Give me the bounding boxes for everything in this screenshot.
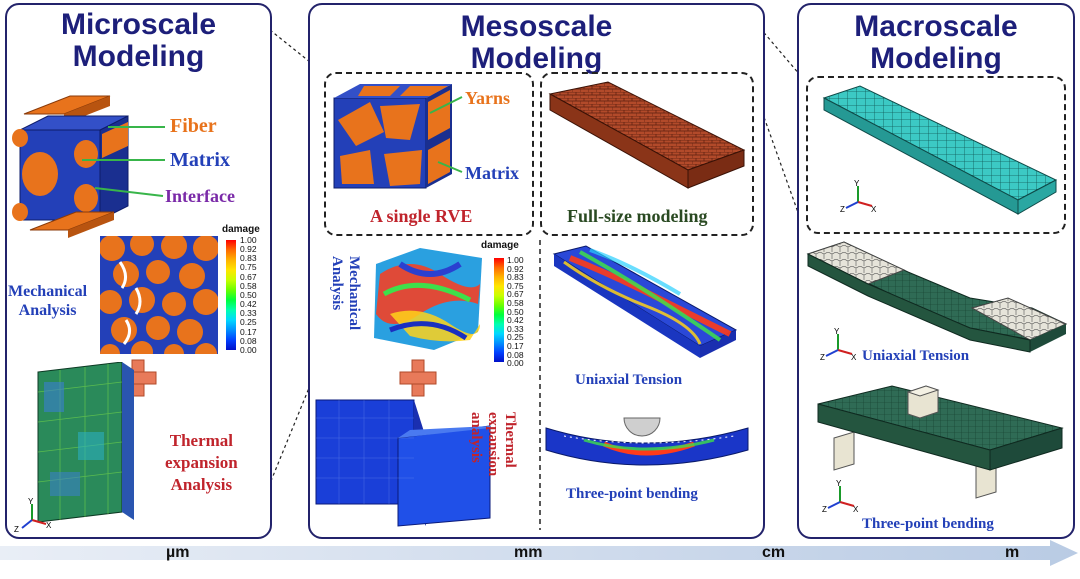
- fiber-label: Fiber: [170, 115, 217, 137]
- svg-text:Y: Y: [854, 179, 860, 188]
- meso-plus-icon: [399, 359, 437, 397]
- scale-label-cm: cm: [762, 544, 786, 561]
- meso-thermal-model: [315, 399, 491, 527]
- svg-text:X: X: [46, 521, 52, 530]
- meso-separator-line: [539, 240, 541, 530]
- meso-three-point-label: Three-point bending: [566, 486, 698, 502]
- svg-text:Y: Y: [834, 327, 840, 336]
- macro-coupon-box: [806, 76, 1066, 234]
- full-size-box: [540, 72, 754, 236]
- svg-text:Z: Z: [820, 353, 825, 362]
- meso-rve-label-arrows: [429, 96, 463, 173]
- micro-label-arrows: [82, 126, 165, 197]
- scale-arrow: [0, 540, 1078, 566]
- micro-axes-icon: Y X Z: [14, 498, 52, 534]
- svg-text:X: X: [853, 505, 859, 514]
- macroscale-title: Macroscale Modeling: [854, 10, 1018, 75]
- macro-coupon-model: [822, 85, 1058, 215]
- meso-thermal-label: Thermal expansion analysis: [468, 412, 518, 477]
- meso-bending-model: [545, 417, 749, 466]
- micro-colorbar-title: damage: [222, 224, 260, 235]
- meso-rve-model: [333, 84, 452, 189]
- microscale-title: Microscale Modeling: [60, 8, 217, 73]
- svg-text:Y: Y: [836, 479, 842, 488]
- macro-uniaxial-model: [806, 241, 1068, 353]
- meso-mechanical-label: Mechanical Analysis: [329, 256, 362, 331]
- mesoscale-title: Mesoscale Modeling: [460, 10, 613, 75]
- micro-thermal-model: [37, 362, 134, 523]
- meso-uniaxial-model: [552, 245, 738, 358]
- micro-damage-map: [100, 236, 218, 354]
- scale-label-mm: mm: [514, 544, 543, 561]
- svg-text:Z: Z: [14, 525, 19, 534]
- macro-uniaxial-label: Uniaxial Tension: [862, 348, 970, 364]
- macro-three-point-label: Three-point bending: [862, 516, 994, 532]
- yarns-label: Yarns: [465, 88, 511, 108]
- full-size-model: [548, 81, 746, 189]
- svg-text:Z: Z: [840, 205, 845, 214]
- svg-text:X: X: [851, 353, 857, 362]
- meso-colorbar-ticks: 1.00 0.92 0.83 0.75 0.67 0.58 0.50 0.42 0.33 0.25…: [507, 255, 524, 369]
- interface-label: Interface: [165, 186, 235, 206]
- meso-uniaxial-label: Uniaxial Tension: [575, 372, 683, 388]
- micro-mechanical-label: Mechanical Analysis: [8, 283, 88, 319]
- svg-text:Y: Y: [28, 498, 34, 506]
- meso-matrix-label: Matrix: [465, 163, 519, 183]
- meso-colorbar-title: damage: [481, 240, 519, 251]
- macro-axes-icon-1: Y X Z: [840, 179, 877, 214]
- svg-text:X: X: [871, 205, 877, 214]
- scale-label-um: µm: [166, 544, 190, 561]
- single-rve-box: [324, 72, 534, 236]
- micro-thermal-label: Thermal expansion Analysis: [165, 431, 238, 494]
- macro-axes-icon-3: Y X Z: [822, 479, 859, 514]
- meso-colorbar: [494, 258, 504, 362]
- full-size-label: Full-size modeling: [567, 206, 708, 226]
- scale-label-m: m: [1005, 544, 1020, 561]
- svg-text:Z: Z: [822, 505, 827, 514]
- micro-rve-model: [12, 95, 129, 238]
- matrix-label: Matrix: [170, 149, 230, 171]
- meso-damage-rve: [374, 248, 482, 350]
- macro-bending-model: [817, 385, 1064, 499]
- micro-colorbar-ticks: 1.00 0.92 0.83 0.75 0.67 0.58 0.50 0.42 0.33 0.25…: [240, 235, 257, 355]
- single-rve-label: A single RVE: [370, 206, 473, 226]
- micro-colorbar: [226, 240, 236, 350]
- macro-axes-icon-2: Y X Z: [820, 327, 857, 362]
